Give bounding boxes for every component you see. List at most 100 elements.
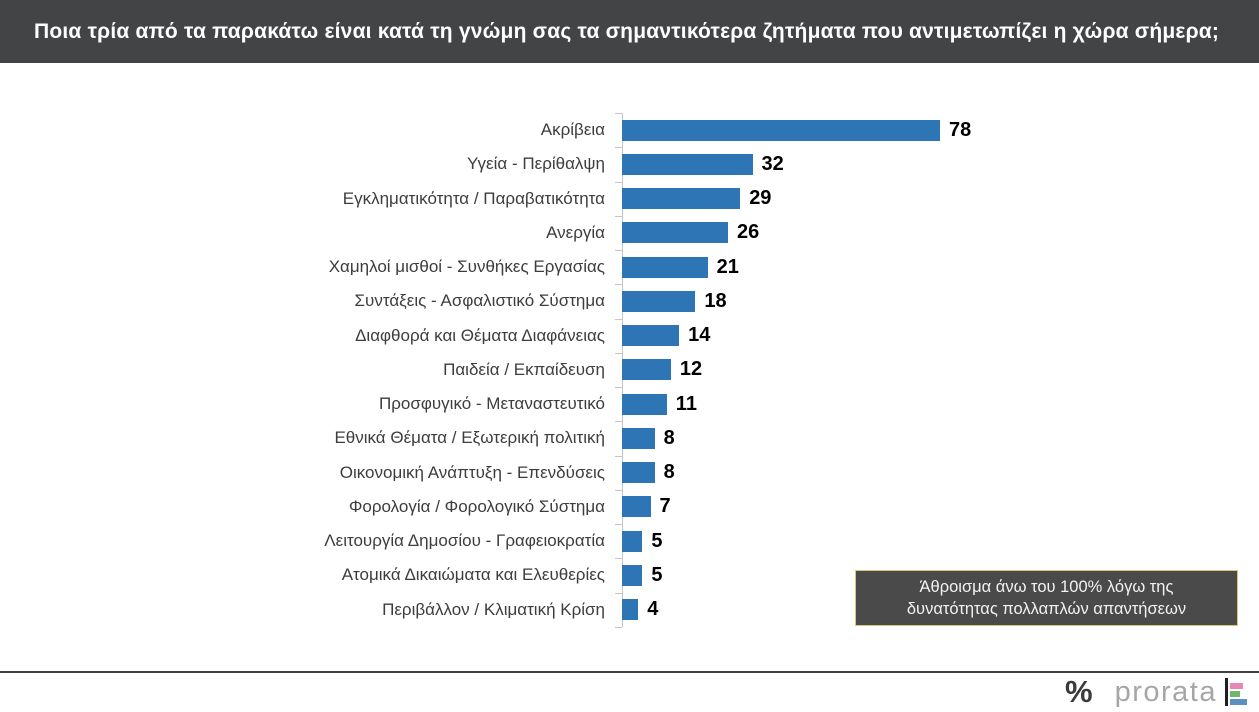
axis-tick [615, 626, 622, 628]
category-label: Εθνικά Θέματα / Εξωτερική πολιτική [334, 428, 605, 448]
value-label: 5 [651, 563, 663, 586]
axis-tick [615, 284, 622, 286]
axis-tick [615, 352, 622, 354]
value-label: 8 [663, 426, 675, 449]
value-label: 21 [716, 255, 739, 278]
percent-icon: % [1065, 674, 1093, 709]
bar [622, 462, 655, 484]
annotation-line-2: δυνατότητας πολλαπλών απαντήσεων [906, 600, 1187, 618]
bar [622, 530, 643, 552]
chart-title-bar: Ποια τρία από τα παρακάτω είναι κατά τη … [0, 0, 1259, 63]
category-label: Οικονομική Ανάπτυξη - Επενδύσεις [339, 462, 605, 482]
chart-row: Φορολογία / Φορολογικό Σύστημα 7 [0, 490, 1259, 524]
bar-track: 11 [622, 387, 1259, 421]
axis-tick [615, 592, 622, 594]
chart-row: Λειτουργία Δημοσίου - Γραφειοκρατία 5 [0, 524, 1259, 558]
bar [622, 119, 940, 141]
value-label: 5 [651, 529, 663, 552]
bar-track: 78 [622, 113, 1259, 147]
chart-row: Εγκληματικότητα / Παραβατικότητα 29 [0, 182, 1259, 216]
value-label: 8 [663, 461, 675, 484]
value-label: 32 [761, 152, 784, 175]
category-label: Διαφθορά και Θέματα Διαφάνειας [355, 325, 605, 345]
bar-track: 7 [622, 490, 1259, 524]
chart-row: Προσφυγικό - Μεταναστευτικό 11 [0, 387, 1259, 421]
value-label: 4 [647, 598, 659, 621]
chart-row: Χαμηλοί μισθοί - Συνθήκες Εργασίας 21 [0, 250, 1259, 284]
bar-track: 12 [622, 353, 1259, 387]
bar-track: 29 [622, 182, 1259, 216]
axis-tick [615, 113, 622, 114]
category-label: Χαμηλοί μισθοί - Συνθήκες Εργασίας [328, 257, 605, 277]
chart-row: Ατομικά Δικαιώματα και Ελευθερίες 5 [0, 558, 1259, 592]
bar-track: 14 [622, 319, 1259, 353]
bar-track: 4 [622, 593, 1259, 627]
axis-tick [615, 387, 622, 388]
value-label: 29 [749, 187, 772, 210]
bar [622, 496, 651, 518]
logo-bar-blue [1230, 699, 1247, 705]
value-label: 11 [675, 392, 697, 415]
logo-bar-pink [1230, 683, 1243, 689]
bar [622, 222, 728, 244]
value-label: 14 [688, 324, 711, 347]
category-label: Υγεία - Περίθαλψη [467, 154, 605, 174]
bar [622, 427, 655, 449]
bar-track: 21 [622, 250, 1259, 284]
chart-row: Οικονομική Ανάπτυξη - Επενδύσεις 8 [0, 456, 1259, 490]
bar [622, 153, 753, 175]
bar-track: 26 [622, 216, 1259, 250]
axis-tick [615, 489, 622, 491]
bar-track: 5 [622, 524, 1259, 558]
chart-row: Περιβάλλον / Κλιματική Κρίση 4 [0, 593, 1259, 627]
bar-track: 18 [622, 284, 1259, 318]
axis-tick [615, 215, 622, 217]
bar-track: 8 [622, 421, 1259, 455]
category-label: Περιβάλλον / Κλιματική Κρίση [382, 599, 605, 619]
bar [622, 599, 639, 621]
value-label: 18 [704, 289, 727, 312]
category-label: Συντάξεις - Ασφαλιστικό Σύστημα [354, 291, 605, 311]
axis-tick [615, 181, 622, 183]
chart-rows: Ακρίβεια 78 Υγεία - Περίθαλψη 32 Εγκληματικό… [0, 113, 1259, 627]
axis-tick [615, 147, 622, 149]
bar [622, 393, 667, 415]
chart-row: Εθνικά Θέματα / Εξωτερική πολιτική 8 [0, 421, 1259, 455]
axis-tick [615, 455, 622, 457]
chart-row: Υγεία - Περίθαλψη 32 [0, 147, 1259, 181]
axis-tick [615, 250, 622, 251]
value-label: 12 [679, 358, 703, 381]
brand-name: prorata [1114, 675, 1217, 708]
category-label: Φορολογία / Φορολογικό Σύστημα [348, 496, 605, 516]
annotation-line-1: Άθροισμα άνω του 100% λόγω της [919, 577, 1174, 596]
prorata-logo: % prorata [1065, 674, 1247, 709]
axis-tick [615, 558, 622, 560]
category-label: Ακρίβεια [540, 120, 605, 140]
bar [622, 359, 671, 381]
chart-row: Ανεργία 26 [0, 216, 1259, 250]
chart-row: Συντάξεις - Ασφαλιστικό Σύστημα 18 [0, 284, 1259, 318]
category-label: Ατομικά Δικαιώματα και Ελευθερίες [341, 565, 605, 585]
chart-row: Ακρίβεια 78 [0, 113, 1259, 147]
bar [622, 188, 741, 210]
value-label: 78 [949, 118, 972, 141]
annotation-box: Άθροισμα άνω του 100% λόγω της δυνατότητ… [855, 570, 1238, 626]
value-label: 7 [659, 495, 671, 518]
category-label: Ανεργία [546, 222, 605, 242]
bar-track: 32 [622, 147, 1259, 181]
value-label: 26 [737, 221, 760, 244]
bar-track: 8 [622, 456, 1259, 490]
bar-chart: Ακρίβεια 78 Υγεία - Περίθαλψη 32 Εγκληματικό… [0, 113, 1259, 628]
category-label: Παιδεία / Εκπαίδευση [443, 359, 605, 379]
bar [622, 256, 708, 278]
axis-tick [615, 421, 622, 423]
axis-tick [615, 524, 622, 525]
chart-title: Ποια τρία από τα παρακάτω είναι κατά τη … [34, 19, 1220, 43]
chart-row: Παιδεία / Εκπαίδευση 12 [0, 353, 1259, 387]
bar-track: 5 [622, 558, 1259, 592]
bar [622, 325, 680, 347]
logo-bar-green [1230, 691, 1240, 697]
bar [622, 564, 643, 586]
category-label: Προσφυγικό - Μεταναστευτικό [378, 394, 605, 414]
